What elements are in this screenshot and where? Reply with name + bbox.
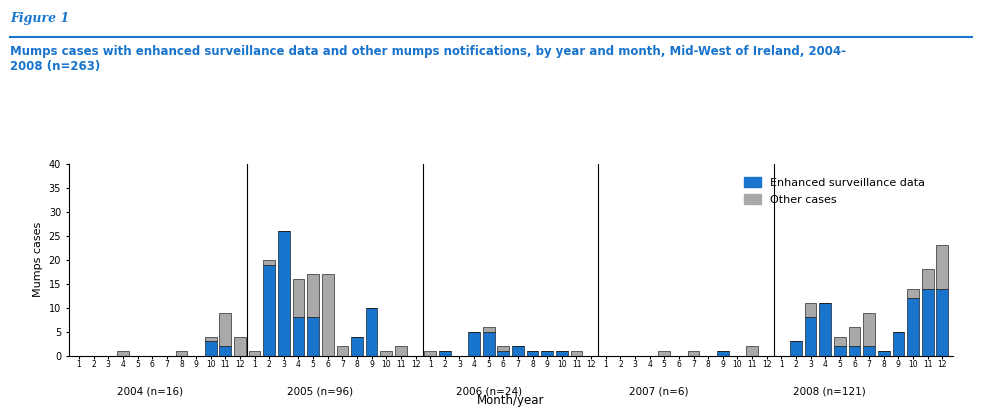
Bar: [526, 351, 538, 356]
Bar: [352, 337, 363, 356]
Bar: [439, 351, 451, 356]
Bar: [717, 351, 729, 356]
Bar: [307, 274, 319, 317]
Text: 2008 (n=121): 2008 (n=121): [792, 387, 865, 396]
Bar: [498, 346, 510, 351]
Bar: [293, 279, 304, 317]
Bar: [907, 289, 919, 298]
Bar: [834, 337, 846, 346]
Bar: [468, 332, 480, 356]
Bar: [176, 351, 188, 356]
Legend: Enhanced surveillance data, Other cases: Enhanced surveillance data, Other cases: [739, 173, 929, 209]
Text: Figure 1: Figure 1: [10, 12, 69, 25]
Text: 2007 (n=6): 2007 (n=6): [629, 387, 689, 396]
Bar: [219, 312, 231, 346]
Bar: [263, 265, 275, 356]
Text: 2004 (n=16): 2004 (n=16): [117, 387, 183, 396]
Bar: [834, 346, 846, 356]
Bar: [424, 351, 436, 356]
Y-axis label: Mumps cases: Mumps cases: [33, 222, 43, 297]
Bar: [483, 327, 495, 332]
Bar: [278, 231, 290, 356]
Bar: [205, 342, 216, 356]
Text: Mumps cases with enhanced surveillance data and other mumps notifications, by ye: Mumps cases with enhanced surveillance d…: [10, 45, 846, 73]
Bar: [658, 351, 670, 356]
Bar: [848, 346, 860, 356]
Bar: [571, 351, 582, 356]
Bar: [937, 245, 949, 289]
Bar: [805, 303, 816, 317]
Bar: [498, 351, 510, 356]
Bar: [293, 317, 304, 356]
Bar: [863, 346, 875, 356]
Bar: [805, 317, 816, 356]
Bar: [307, 317, 319, 356]
Bar: [922, 289, 934, 356]
Bar: [878, 351, 890, 356]
Bar: [512, 346, 523, 356]
Bar: [893, 332, 904, 356]
Bar: [848, 327, 860, 346]
Bar: [322, 274, 334, 356]
Text: 2006 (n=24): 2006 (n=24): [457, 387, 522, 396]
Bar: [687, 351, 699, 356]
Bar: [541, 351, 553, 356]
Bar: [907, 298, 919, 356]
Bar: [248, 351, 260, 356]
Bar: [263, 260, 275, 265]
Bar: [922, 270, 934, 289]
Bar: [219, 346, 231, 356]
Bar: [234, 337, 246, 356]
Bar: [380, 351, 392, 356]
X-axis label: Month/year: Month/year: [477, 394, 544, 407]
Bar: [337, 346, 349, 356]
Bar: [819, 303, 831, 356]
Bar: [395, 346, 407, 356]
Bar: [556, 351, 568, 356]
Bar: [365, 308, 377, 356]
Bar: [746, 346, 758, 356]
Bar: [863, 312, 875, 346]
Text: 2005 (n=96): 2005 (n=96): [287, 387, 353, 396]
Bar: [937, 289, 949, 356]
Bar: [117, 351, 129, 356]
Bar: [791, 342, 802, 356]
Bar: [205, 337, 216, 342]
Bar: [483, 332, 495, 356]
